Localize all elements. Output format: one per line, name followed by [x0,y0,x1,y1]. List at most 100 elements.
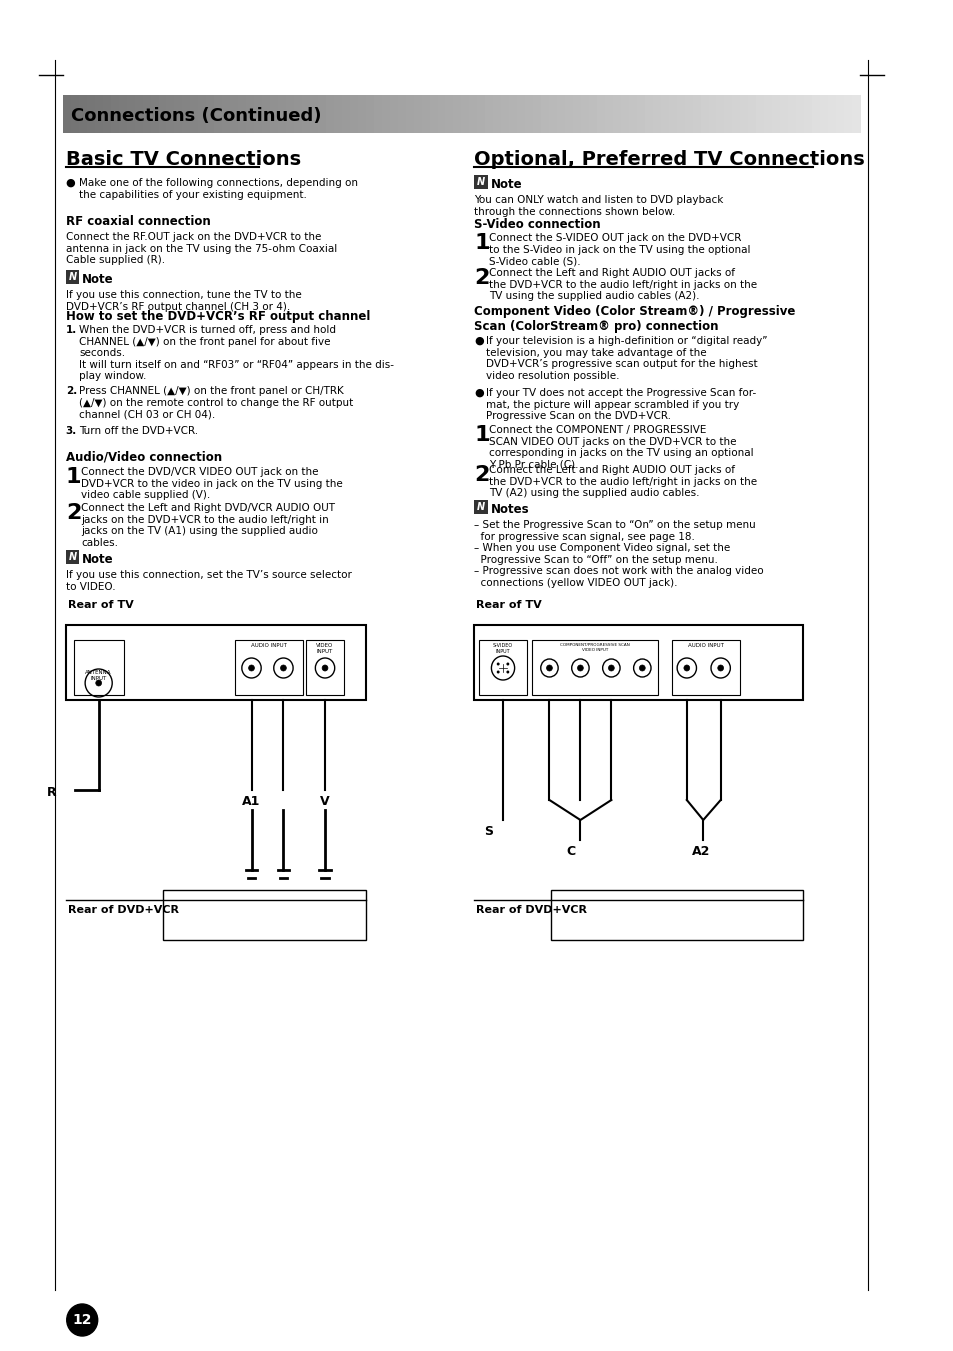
Text: 12: 12 [72,1313,91,1327]
Bar [357,95,366,132]
Bar [540,95,550,132]
Bar [485,95,494,132]
Bar [684,95,693,132]
Text: N: N [476,503,484,512]
Text: Rear of DVD+VCR: Rear of DVD+VCR [476,905,586,915]
Text: Notes: Notes [490,503,529,516]
Text: ●: ● [474,388,483,399]
Bar [500,95,510,132]
Bar [716,95,724,132]
Bar [588,95,598,132]
Text: AUDIO INPUT: AUDIO INPUT [251,643,287,648]
Text: Turn off the DVD+VCR.: Turn off the DVD+VCR. [79,426,198,436]
Bar [461,95,470,132]
Text: Component Video (Color Stream®) / Progressive
Scan (ColorStream® pro) connection: Component Video (Color Stream®) / Progre… [474,305,795,332]
Bar [453,95,462,132]
Text: 1: 1 [474,426,489,444]
Text: R: R [47,786,56,800]
Bar [533,95,541,132]
Bar [827,95,836,132]
Bar [803,95,812,132]
Text: Note: Note [82,553,113,566]
Text: VIDEO
INPUT: VIDEO INPUT [316,643,334,654]
Bar [414,95,422,132]
Text: 2: 2 [474,465,489,485]
Text: How to set the DVD+VCR’s RF output channel: How to set the DVD+VCR’s RF output chann… [66,309,370,323]
Text: Optional, Preferred TV Connections: Optional, Preferred TV Connections [474,150,863,169]
Text: RF coaxial connection: RF coaxial connection [66,215,211,228]
Text: Note: Note [82,273,113,286]
Text: Audio/Video connection: Audio/Video connection [66,450,222,463]
Text: Connect the RF.OUT jack on the DVD+VCR to the
antenna in jack on the TV using th: Connect the RF.OUT jack on the DVD+VCR t… [66,232,336,265]
Bar [421,95,430,132]
Bar [134,95,143,132]
Bar [302,95,311,132]
Bar [843,95,852,132]
Bar [652,95,661,132]
Bar [573,95,581,132]
Text: ANTENNA
INPUT: ANTENNA INPUT [86,670,112,681]
Text: S-VIDEO
INPUT: S-VIDEO INPUT [493,643,513,654]
Bar [474,176,487,189]
Circle shape [497,662,499,666]
Bar [66,550,79,563]
Bar [167,95,175,132]
Bar [692,95,700,132]
Circle shape [546,665,552,671]
Bar [660,95,669,132]
Bar [191,95,199,132]
Bar [445,95,454,132]
Bar [708,95,717,132]
Text: If you use this connection, set the TV’s source selector
to VIDEO.: If you use this connection, set the TV’s… [66,570,352,592]
Bar [476,95,486,132]
Circle shape [497,670,499,674]
Bar [234,640,302,694]
Bar [723,95,733,132]
Text: A2: A2 [691,844,709,858]
Text: 3.: 3. [66,426,77,436]
Bar [580,95,589,132]
Bar [151,95,159,132]
Bar [389,95,398,132]
Circle shape [717,665,722,671]
Bar [158,95,168,132]
Bar [334,95,342,132]
Circle shape [249,665,254,671]
Circle shape [506,670,509,674]
Bar [564,95,574,132]
Bar [493,95,501,132]
Bar [71,95,80,132]
Text: If your television is a high-definition or “digital ready”
television, you may t: If your television is a high-definition … [485,336,766,381]
Bar [118,95,128,132]
Bar [206,95,215,132]
Text: ●: ● [66,178,75,188]
Bar [365,95,375,132]
Text: A1: A1 [242,794,260,808]
Bar [551,890,802,940]
Bar [517,95,526,132]
Text: Rear of TV: Rear of TV [68,600,133,611]
Text: – Set the Progressive Scan to “On” on the setup menu
  for progressive scan sign: – Set the Progressive Scan to “On” on th… [474,520,762,588]
Circle shape [322,665,328,671]
Text: Press CHANNEL (▲/▼) on the front panel or CH/TRK
(▲/▼) on the remote control to : Press CHANNEL (▲/▼) on the front panel o… [79,386,354,419]
Bar [214,95,223,132]
Bar [478,640,527,694]
Bar [835,95,844,132]
Bar [94,95,104,132]
Bar [740,95,748,132]
Bar [294,95,303,132]
Text: Connect the Left and Right DVD/VCR AUDIO OUT
jacks on the DVD+VCR to the audio l: Connect the Left and Right DVD/VCR AUDIO… [81,503,335,547]
Text: Connect the Left and Right AUDIO OUT jacks of
the DVD+VCR to the audio left/righ: Connect the Left and Right AUDIO OUT jac… [489,267,757,301]
Bar [111,95,119,132]
Bar [820,95,828,132]
Bar [700,95,709,132]
Text: N: N [69,553,76,562]
Bar [162,890,365,940]
Bar [796,95,804,132]
Bar [230,95,239,132]
Bar [549,95,558,132]
Bar [851,95,860,132]
Bar [532,640,658,694]
Bar [672,640,740,694]
Text: 1: 1 [474,232,489,253]
